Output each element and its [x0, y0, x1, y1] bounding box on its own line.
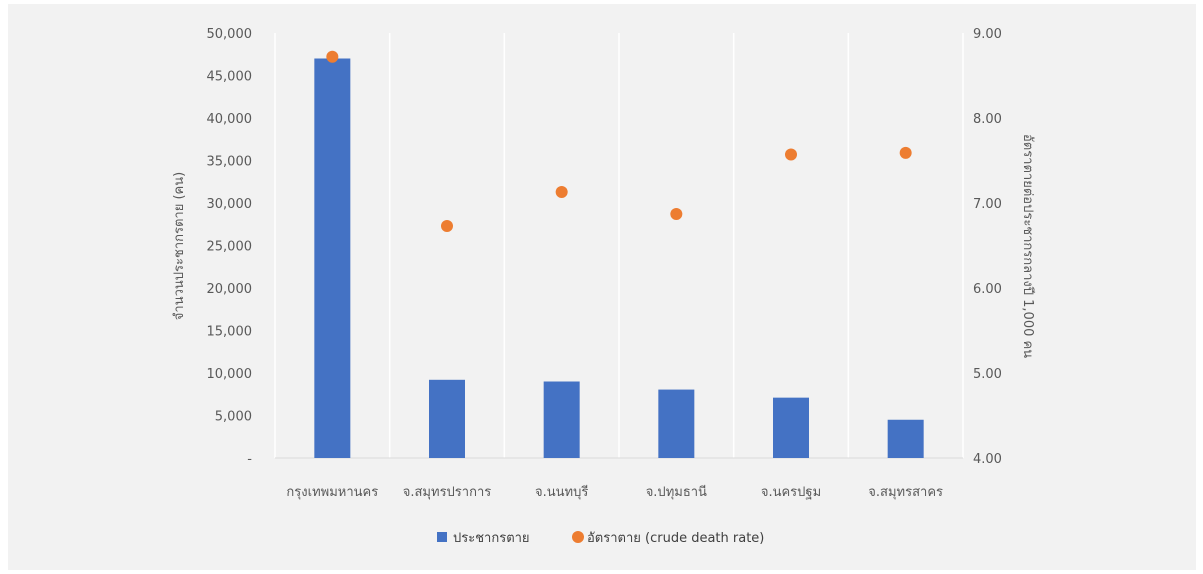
left-tick-label: -: [247, 452, 252, 467]
right-tick-label: 9.00: [973, 27, 1002, 42]
right-tick-label: 4.00: [973, 452, 1002, 467]
left-axis-title: จำนวนประชากรตาย (คน): [172, 172, 187, 320]
category-label: จ.ปทุมธานี: [646, 484, 707, 500]
scatter-series: [326, 50, 912, 232]
category-label: จ.สมุทรสาคร: [868, 485, 943, 500]
left-tick-label: 30,000: [207, 197, 253, 212]
legend-point-swatch: [572, 531, 584, 543]
left-tick-label: 50,000: [207, 27, 253, 42]
data-point: [326, 50, 339, 63]
right-axis-ticks: 4.00 5.00 6.00 7.00 8.00 9.00: [973, 27, 1002, 467]
left-tick-label: 15,000: [207, 325, 253, 340]
bar: [773, 397, 809, 458]
bar-series: [314, 58, 924, 458]
left-tick-label: 5,000: [215, 410, 252, 425]
right-tick-label: 5.00: [973, 367, 1002, 382]
bar: [314, 58, 351, 458]
left-axis-ticks: - 5,000 10,000 15,000 20,000 25,000 30,000 35,0…: [207, 27, 253, 467]
bar: [887, 419, 924, 458]
legend-bar-swatch: [437, 532, 447, 542]
data-point: [899, 146, 912, 159]
data-point: [441, 219, 453, 232]
left-tick-label: 10,000: [207, 367, 253, 382]
bar: [658, 389, 695, 458]
category-label: จ.นนทบุรี: [535, 484, 588, 500]
data-point: [670, 208, 683, 221]
bar: [429, 379, 465, 458]
category-axis-labels: กรุงเทพมหานคร จ.สมุทรปราการ จ.นนทบุรี จ.ปทุ…: [286, 484, 943, 500]
left-tick-label: 45,000: [207, 70, 253, 85]
left-tick-label: 20,000: [207, 282, 253, 297]
left-tick-label: 35,000: [207, 155, 253, 170]
legend: ประชากรตาย อัตราตาย (crude death rate): [437, 531, 764, 546]
right-tick-label: 8.00: [973, 112, 1002, 127]
bar: [543, 381, 580, 458]
right-axis-title: อัตราตายต่อประชากรกลางปี 1,000 คน: [1020, 134, 1036, 358]
category-label: กรุงเทพมหานคร: [286, 485, 378, 500]
data-point: [785, 148, 797, 161]
left-tick-label: 25,000: [207, 240, 253, 255]
right-tick-label: 6.00: [973, 282, 1002, 297]
legend-bar-label: ประชากรตาย: [453, 531, 530, 546]
legend-point-label: อัตราตาย (crude death rate): [587, 531, 764, 546]
category-label: จ.สมุทรปราการ: [403, 485, 492, 500]
chart-panel: [8, 4, 1196, 570]
right-tick-label: 7.00: [973, 197, 1002, 212]
left-tick-label: 40,000: [207, 112, 253, 127]
category-label: จ.นครปฐม: [761, 485, 821, 500]
gridlines: [274, 33, 964, 459]
data-point: [555, 185, 568, 198]
